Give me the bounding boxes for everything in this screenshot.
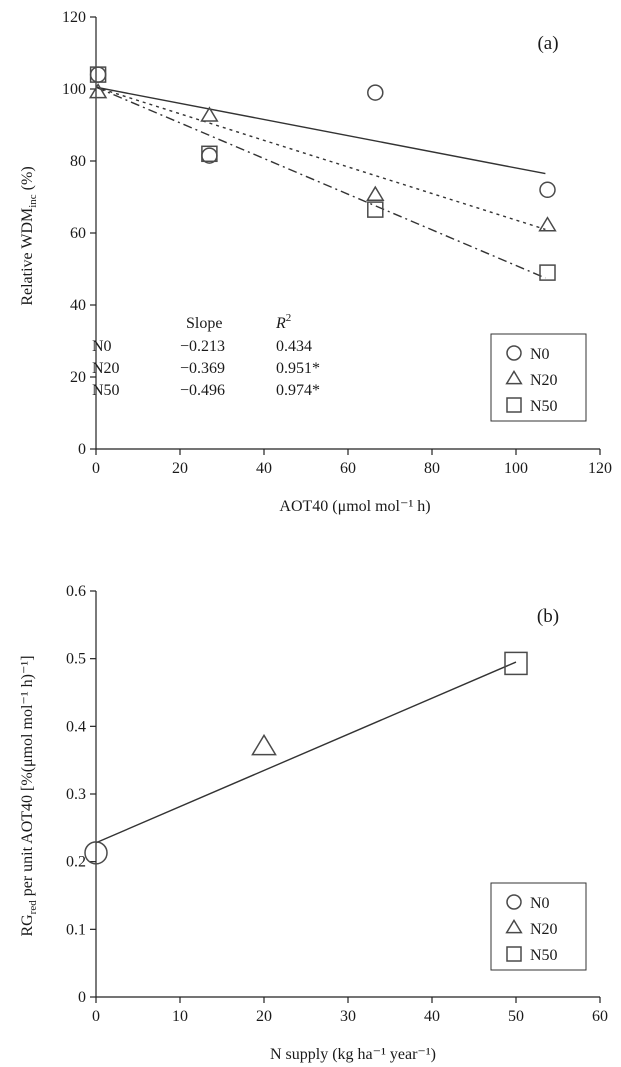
panel-b-y-tick-label: 0.3 [66,786,86,803]
panel-b-x-tick-label: 30 [340,1008,356,1025]
panel-b-x-axis-label: N supply (kg ha⁻¹ year⁻¹) [270,1046,436,1063]
fit-line-n20 [95,86,546,231]
legend-marker-n0 [506,894,522,910]
legend-label-n0: N0 [530,346,550,363]
panel-b-x-tick-label: 50 [508,1008,524,1025]
legend-marker-n50 [506,397,522,413]
panel-b-y-tick-label: 0.1 [66,921,86,938]
fit-line [95,661,517,844]
data-point-n0 [367,84,384,101]
stats-row-n20-r2: 0.951* [276,360,320,377]
panel-a-x-tick-label: 120 [588,460,612,477]
panel-a-x-tick-label: 40 [256,460,272,477]
data-point-n50 [367,201,384,218]
legend-marker-n50 [506,946,522,962]
stats-header-r2: R2 [275,312,291,332]
panel-b-label: (b) [537,606,559,627]
panel-b-chart: (b) N supply (kg ha⁻¹ year⁻¹) RGred per … [19,583,608,1063]
data-point-n50 [539,264,556,281]
panel-a-label: (a) [537,33,558,54]
legend-label-n20: N20 [530,921,558,938]
stats-row-n0-name: N0 [92,338,112,355]
panel-a-y-tick-label: 20 [70,369,86,386]
panel-a-y-tick-label: 120 [62,9,86,26]
legend-marker-n20 [505,369,523,385]
data-point-n50 [89,66,107,83]
data-point-n0 [84,841,108,865]
legend-marker-n20 [505,918,523,934]
data-point-n20 [538,216,557,232]
data-point-n20 [88,83,108,99]
data-point-n20 [366,185,385,201]
panel-a-y-tick-label: 80 [70,153,86,170]
panel-a-x-tick-label: 0 [92,460,100,477]
panel-b-y-tick-label: 0.2 [66,854,86,871]
panel-b-y-tick-label: 0 [78,989,86,1006]
panel-a-y-tick-label: 0 [78,441,86,458]
stats-row-n20-slope: −0.369 [180,360,225,377]
stats-row-n50-name: N50 [92,382,120,399]
panel-a-chart: (a) AOT40 (μmol mol⁻¹ h) Relative WDMinc… [19,9,612,515]
fit-line-n0 [95,86,546,175]
legend-label-n50: N50 [530,947,558,964]
stats-row-n20-name: N20 [92,360,120,377]
legend-marker-n0 [506,345,522,361]
data-point-n50 [504,651,528,676]
legend-frame [490,882,587,971]
panel-b-y-tick-label: 0.6 [66,583,86,600]
stats-table: Slope R2 N0 −0.213 0.434 N20 −0.369 0.95… [92,312,320,399]
data-point-n50 [201,145,218,163]
panel-a-y-tick-label: 100 [62,81,86,98]
panel-a-x-tick-label: 60 [340,460,356,477]
panel-b-x-tick-label: 60 [592,1008,608,1025]
panel-a-x-axis-label: AOT40 (μmol mol⁻¹ h) [279,498,430,515]
panel-a-x-tick-label: 80 [424,460,440,477]
panel-b-x-tick-label: 0 [92,1008,100,1025]
data-point-n20 [251,733,277,756]
panel-a-y-axis-label: Relative WDMinc (%) [19,166,39,305]
panel-a-x-tick-label: 100 [504,460,528,477]
stats-row-n0-slope: −0.213 [180,338,225,355]
legend-label-n0: N0 [530,895,550,912]
panel-a-legend: N0 N20 N50 [490,333,587,422]
data-point-n20 [200,106,219,122]
stats-row-n50-slope: −0.496 [180,382,225,399]
legend-frame [490,333,587,422]
data-point-n0 [89,66,107,83]
panel-a-x-tick-label: 20 [172,460,188,477]
panel-b-y-tick-label: 0.5 [66,651,86,668]
fit-line-n50 [95,86,546,279]
panel-b-x-tick-label: 40 [424,1008,440,1025]
panel-b-x-tick-label: 10 [172,1008,188,1025]
panel-a-y-tick-label: 60 [70,225,86,242]
legend-label-n20: N20 [530,372,558,389]
panel-b-x-tick-label: 20 [256,1008,272,1025]
legend-label-n50: N50 [530,398,558,415]
panel-a-y-tick-label: 40 [70,297,86,314]
panel-b-y-axis-label: RGred per unit AOT40 [%(μmol mol⁻¹ h)⁻¹] [19,655,39,936]
stats-row-n0-r2: 0.434 [276,338,312,355]
panel-b-legend: N0 N20 N50 [490,882,587,971]
panel-b-y-tick-label: 0.4 [66,718,86,735]
stats-header-slope: Slope [186,315,222,332]
data-point-n0 [539,181,556,199]
stats-row-n50-r2: 0.974* [276,382,320,399]
